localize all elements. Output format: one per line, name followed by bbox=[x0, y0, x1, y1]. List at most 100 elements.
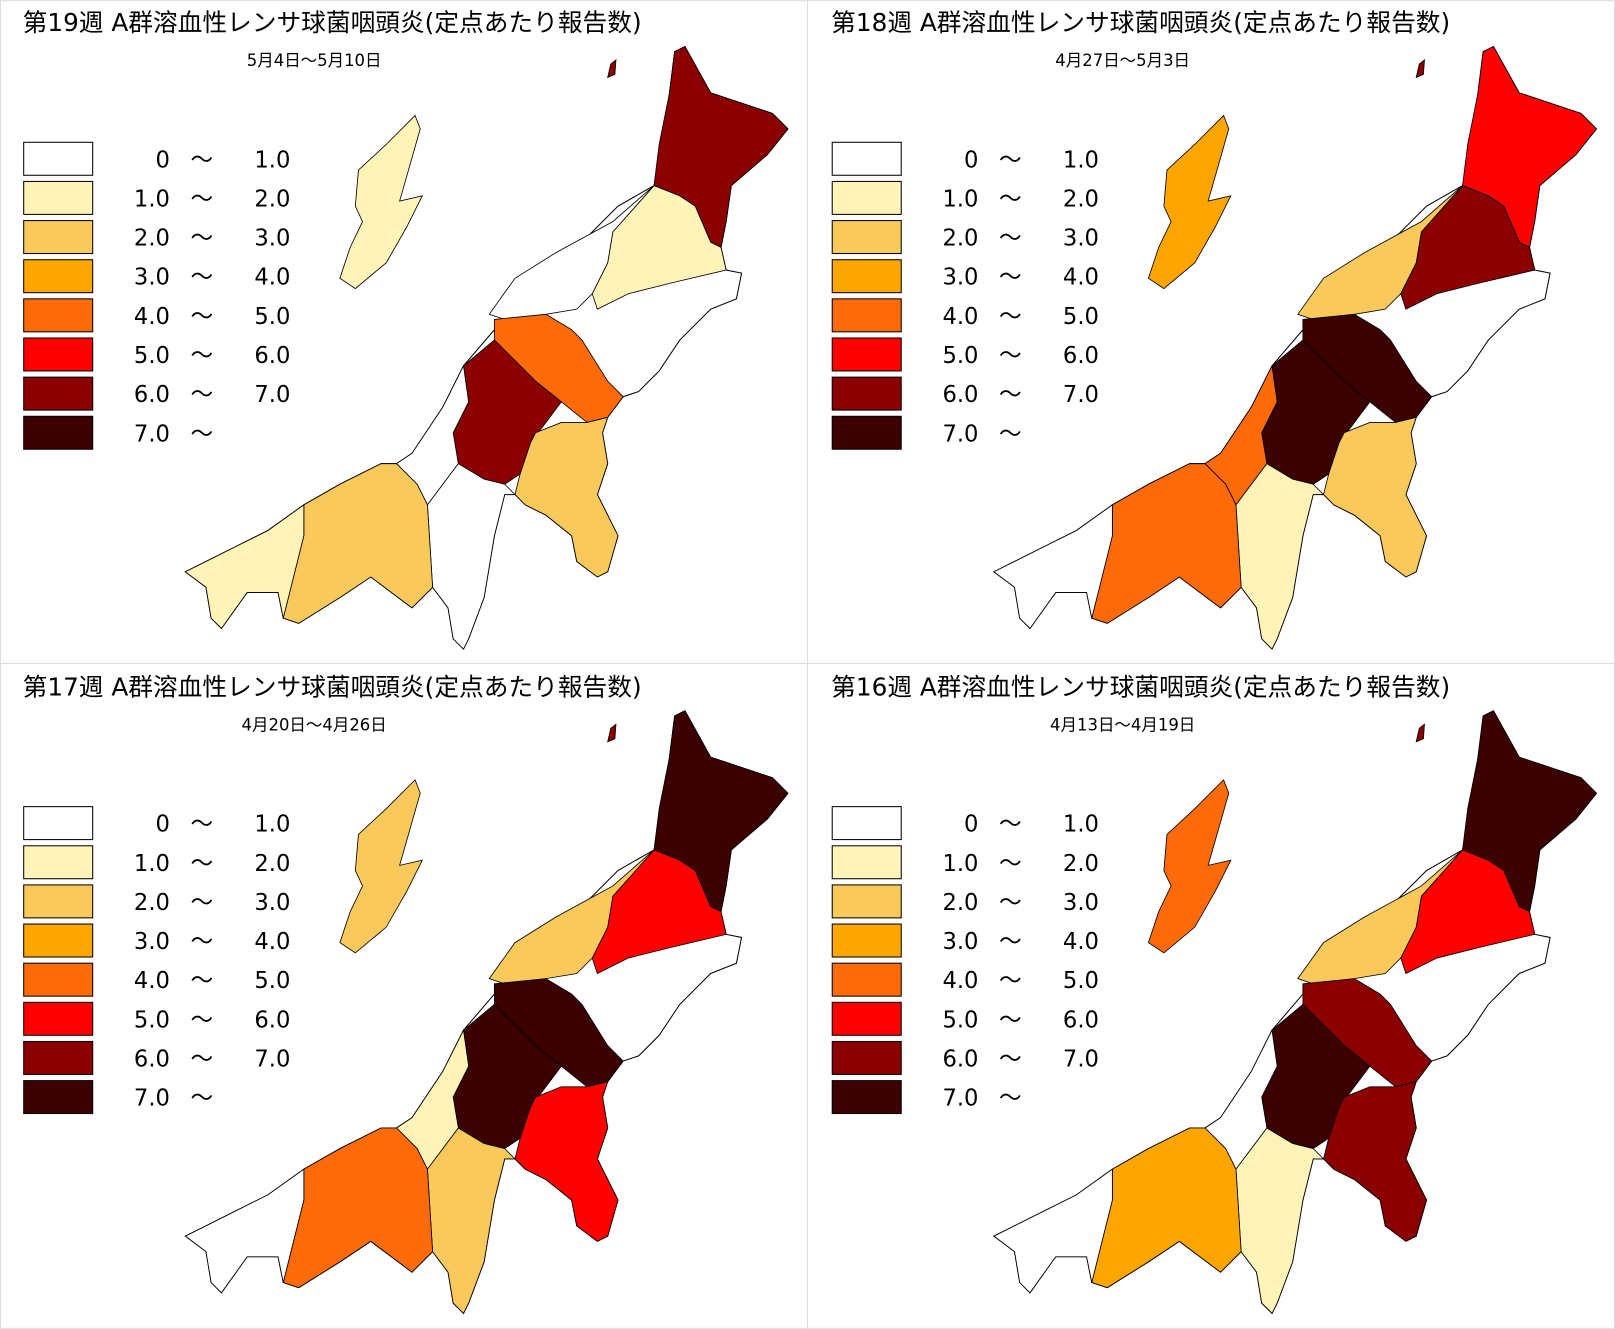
legend-sep: 〜 bbox=[999, 147, 1022, 173]
legend-to: 6.0 bbox=[254, 343, 290, 369]
region bbox=[184, 504, 305, 630]
legend-to: 2.0 bbox=[1063, 851, 1099, 877]
region bbox=[514, 416, 619, 578]
date-range: 4月27日～5月3日 bbox=[1055, 51, 1190, 70]
legend-to: 1.0 bbox=[1063, 812, 1099, 838]
legend-from: 4.0 bbox=[942, 968, 978, 994]
legend-swatch bbox=[23, 180, 94, 215]
legend-swatch bbox=[23, 259, 94, 294]
legend-sep: 〜 bbox=[191, 929, 214, 955]
region bbox=[1415, 723, 1425, 743]
legend-sep: 〜 bbox=[191, 851, 214, 877]
legend-swatch bbox=[831, 884, 902, 919]
panel-title: 第17週 A群溶血性レンサ球菌咽頭炎(定点あたり報告数) bbox=[23, 672, 642, 701]
legend-to: 5.0 bbox=[1063, 968, 1099, 994]
legend-to: 7.0 bbox=[254, 382, 290, 408]
legend-sep: 〜 bbox=[191, 968, 214, 994]
legend-swatch bbox=[23, 962, 94, 997]
region bbox=[1323, 416, 1427, 578]
legend-swatch bbox=[23, 141, 94, 176]
legend-from: 7.0 bbox=[942, 1086, 978, 1112]
legend-sep: 〜 bbox=[191, 265, 214, 291]
legend-to: 7.0 bbox=[254, 1047, 290, 1073]
legend-to: 3.0 bbox=[254, 890, 290, 916]
legend-from: 6.0 bbox=[134, 382, 170, 408]
legend-sep: 〜 bbox=[999, 1007, 1022, 1033]
legend-to: 7.0 bbox=[1063, 1047, 1099, 1073]
legend-to: 4.0 bbox=[254, 265, 290, 291]
legend-swatch bbox=[831, 1080, 902, 1115]
legend-sep: 〜 bbox=[191, 1047, 214, 1073]
legend-swatch bbox=[23, 923, 94, 958]
legend-sep: 〜 bbox=[999, 968, 1022, 994]
legend-swatch bbox=[831, 806, 902, 841]
legend-swatch bbox=[23, 337, 94, 372]
legend-sep: 〜 bbox=[191, 226, 214, 252]
legend-from: 5.0 bbox=[134, 343, 170, 369]
legend-from: 1.0 bbox=[942, 186, 978, 212]
legend-from: 0 bbox=[156, 812, 170, 838]
legend-to: 3.0 bbox=[254, 226, 290, 252]
legend-swatch bbox=[23, 1040, 94, 1075]
region bbox=[1462, 710, 1598, 913]
legend-from: 4.0 bbox=[942, 304, 978, 330]
legend-to: 3.0 bbox=[1063, 226, 1099, 252]
legend-swatch bbox=[831, 962, 902, 997]
legend-swatch bbox=[23, 220, 94, 255]
legend-swatch bbox=[831, 180, 902, 215]
legend-sep: 〜 bbox=[999, 421, 1022, 447]
region bbox=[339, 114, 424, 290]
region bbox=[282, 1127, 434, 1289]
legend-sep: 〜 bbox=[191, 343, 214, 369]
legend-from: 6.0 bbox=[134, 1047, 170, 1073]
region bbox=[1091, 1127, 1242, 1289]
region bbox=[1462, 45, 1598, 248]
region bbox=[1323, 1081, 1427, 1242]
region bbox=[184, 1168, 305, 1294]
legend-sep: 〜 bbox=[191, 186, 214, 212]
legend-to: 1.0 bbox=[1063, 147, 1099, 173]
legend-from: 5.0 bbox=[134, 1007, 170, 1033]
legend-swatch bbox=[831, 298, 902, 333]
legend-from: 6.0 bbox=[942, 1047, 978, 1073]
legend-sep: 〜 bbox=[191, 382, 214, 408]
legend-sep: 〜 bbox=[999, 1086, 1022, 1112]
legend-sep: 〜 bbox=[999, 226, 1022, 252]
date-range: 4月20日～4月26日 bbox=[242, 715, 387, 734]
legend-sep: 〜 bbox=[999, 812, 1022, 838]
legend-to: 5.0 bbox=[254, 304, 290, 330]
region bbox=[607, 723, 617, 743]
legend-to: 2.0 bbox=[254, 851, 290, 877]
legend-from: 0 bbox=[964, 147, 978, 173]
legend-sep: 〜 bbox=[191, 304, 214, 330]
region bbox=[427, 1127, 516, 1315]
legend-from: 1.0 bbox=[134, 186, 170, 212]
region bbox=[1147, 779, 1232, 954]
region bbox=[339, 779, 424, 954]
legend-from: 5.0 bbox=[942, 343, 978, 369]
legend-from: 7.0 bbox=[134, 421, 170, 447]
legend-swatch bbox=[23, 1080, 94, 1115]
map-panel: 第19週 A群溶血性レンサ球菌咽頭炎(定点あたり報告数) 5月4日～5月10日 0 〜… bbox=[23, 8, 789, 650]
legend-swatch bbox=[23, 415, 94, 450]
map-panel: 第16週 A群溶血性レンサ球菌咽頭炎(定点あたり報告数) 4月13日～4月19日 0… bbox=[831, 672, 1598, 1315]
legend-swatch bbox=[23, 1001, 94, 1036]
region bbox=[653, 45, 789, 248]
region bbox=[1235, 463, 1325, 650]
legend-to: 4.0 bbox=[1063, 929, 1099, 955]
region bbox=[653, 710, 789, 913]
legend-to: 6.0 bbox=[1063, 1007, 1099, 1033]
legend-sep: 〜 bbox=[191, 421, 214, 447]
legend-from: 3.0 bbox=[134, 265, 170, 291]
panel-title: 第19週 A群溶血性レンサ球菌咽頭炎(定点あたり報告数) bbox=[23, 8, 642, 37]
legend-from: 5.0 bbox=[942, 1007, 978, 1033]
panel-title: 第18週 A群溶血性レンサ球菌咽頭炎(定点あたり報告数) bbox=[831, 8, 1450, 37]
legend-swatch bbox=[831, 220, 902, 255]
region bbox=[993, 1168, 1113, 1294]
legend-sep: 〜 bbox=[191, 1086, 214, 1112]
legend-to: 7.0 bbox=[1063, 382, 1099, 408]
legend-from: 2.0 bbox=[942, 890, 978, 916]
region bbox=[993, 504, 1113, 630]
legend-swatch bbox=[23, 845, 94, 880]
